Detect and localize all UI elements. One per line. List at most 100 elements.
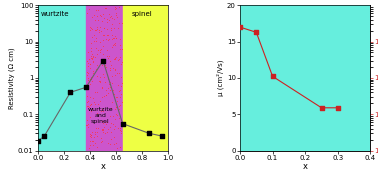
Point [90, 96, 96, 99]
Point [113, 142, 119, 144]
Point [88, 136, 94, 138]
Point [111, 135, 117, 138]
Point [83, 123, 89, 126]
Point [98, 30, 104, 33]
Point [90, 72, 96, 75]
Point [112, 8, 118, 11]
Point [112, 44, 118, 47]
Bar [122, 5, 168, 150]
Point [88, 134, 94, 137]
Point [85, 72, 91, 75]
Point [253, 31, 259, 34]
Point [107, 88, 113, 91]
Point [117, 146, 123, 149]
Point [88, 103, 94, 106]
Text: wurtzite: wurtzite [40, 11, 69, 17]
Point [118, 75, 124, 78]
Point [116, 57, 122, 60]
Point [107, 82, 113, 85]
Point [87, 116, 93, 118]
Point [89, 79, 95, 82]
Point [97, 50, 103, 53]
Point [107, 66, 113, 69]
Point [106, 83, 112, 86]
Point [92, 55, 98, 58]
Point [108, 121, 114, 124]
Point [116, 108, 122, 111]
Point [100, 129, 106, 132]
Point [117, 145, 123, 148]
Point [107, 15, 113, 18]
Point [90, 70, 96, 72]
Point [87, 82, 93, 85]
Point [113, 7, 119, 10]
Point [111, 142, 117, 145]
Point [270, 75, 276, 78]
Point [113, 95, 119, 98]
Point [112, 118, 118, 121]
Point [67, 91, 73, 94]
Point [94, 15, 100, 17]
Point [102, 131, 108, 134]
Bar [240, 5, 370, 150]
Point [159, 135, 165, 137]
Point [114, 99, 120, 102]
Point [98, 15, 104, 17]
Point [93, 127, 99, 129]
Point [118, 85, 124, 88]
Point [105, 86, 111, 89]
Point [106, 38, 112, 41]
Point [99, 20, 105, 23]
Point [107, 115, 113, 117]
Point [108, 29, 114, 32]
Bar [86, 5, 122, 150]
X-axis label: x: x [101, 162, 105, 171]
Point [96, 29, 102, 31]
Point [95, 114, 101, 117]
Point [116, 127, 122, 130]
Point [108, 64, 114, 66]
Point [100, 33, 106, 36]
Point [93, 8, 99, 11]
Point [104, 38, 110, 40]
Point [88, 57, 94, 60]
Point [116, 22, 122, 25]
Point [91, 103, 98, 106]
Point [102, 61, 108, 64]
Point [112, 43, 118, 46]
Point [94, 127, 101, 129]
Point [111, 37, 117, 40]
Point [107, 85, 113, 88]
Point [113, 113, 119, 116]
Point [108, 27, 114, 29]
Point [116, 72, 122, 74]
Point [87, 66, 93, 69]
Point [119, 82, 125, 85]
Point [84, 105, 90, 108]
Point [93, 29, 99, 32]
Point [87, 144, 93, 147]
Point [88, 50, 94, 53]
Point [104, 93, 110, 96]
Point [89, 16, 95, 19]
Point [102, 120, 108, 123]
Point [113, 105, 119, 108]
Point [98, 76, 104, 79]
Point [110, 89, 116, 92]
Point [319, 106, 325, 109]
Point [85, 125, 91, 128]
Point [118, 119, 124, 122]
Point [88, 42, 94, 45]
Bar [240, 5, 370, 150]
Point [117, 88, 123, 91]
Point [107, 69, 113, 72]
Point [115, 71, 121, 74]
Point [113, 14, 119, 17]
Point [94, 52, 100, 55]
Point [98, 136, 104, 139]
Point [116, 117, 122, 120]
Point [87, 96, 93, 98]
Point [100, 39, 106, 42]
Point [109, 37, 115, 40]
Point [100, 73, 106, 76]
